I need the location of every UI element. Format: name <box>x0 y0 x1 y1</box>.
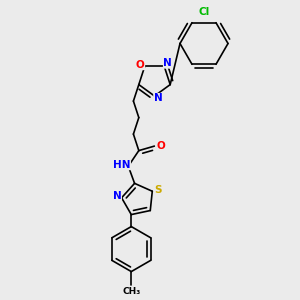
Text: N: N <box>154 93 163 103</box>
Text: Cl: Cl <box>198 7 210 17</box>
Text: S: S <box>154 185 162 195</box>
Text: N: N <box>164 58 172 68</box>
Text: HN: HN <box>113 160 130 170</box>
Text: N: N <box>113 191 122 201</box>
Text: O: O <box>136 60 145 70</box>
Text: O: O <box>156 141 165 151</box>
Text: CH₃: CH₃ <box>122 287 140 296</box>
